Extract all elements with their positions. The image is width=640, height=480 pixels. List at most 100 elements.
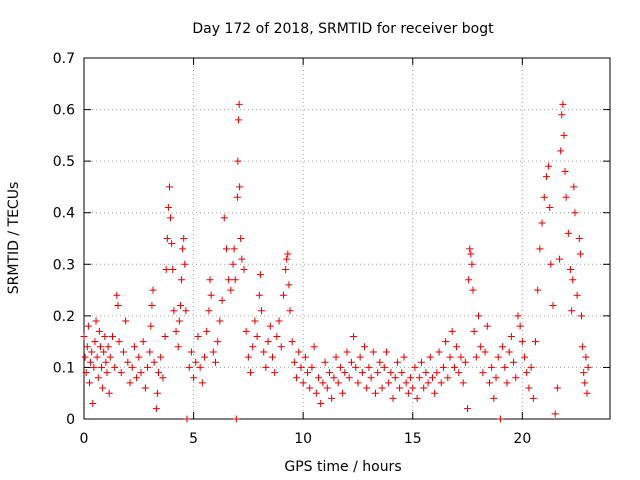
x-tick-label: 10 [294,431,312,447]
data-point [437,379,445,387]
data-point [231,276,239,284]
y-tick-label: 0.7 [53,51,75,67]
data-point [350,332,358,340]
data-point [275,317,283,325]
data-point [111,363,119,371]
data-point [361,343,369,351]
data-point [424,379,432,387]
data-point [319,379,327,387]
data-point [165,183,173,191]
data-point [92,317,100,325]
data-point [534,286,542,294]
data-point [581,379,589,387]
data-point [214,338,222,346]
data-point [343,348,351,356]
data-point [106,353,114,361]
data-point [234,157,242,165]
data-point [501,363,509,371]
data-point [510,358,518,366]
data-point [378,384,386,392]
data-point [446,353,454,361]
data-point [518,338,526,346]
data-point [196,363,204,371]
data-point [114,302,122,310]
data-point [297,363,305,371]
data-point [545,162,553,170]
data-point [582,353,590,361]
data-point [253,332,261,340]
data-point [175,317,183,325]
data-point [540,193,548,201]
data-point [422,369,430,377]
data-point [262,363,270,371]
data-point [420,384,428,392]
data-point [271,369,279,377]
data-point [546,204,554,212]
data-point [290,358,298,366]
data-point [354,379,362,387]
data-point [95,327,103,335]
data-point [325,369,333,377]
data-point [147,322,155,330]
data-point [428,374,436,382]
data-point [230,245,238,253]
data-point [304,369,312,377]
plot-frame [83,57,611,420]
data-point [172,327,180,335]
data-point [83,343,91,351]
data-point [556,255,564,263]
data-point [149,286,157,294]
x-tick-label: 15 [404,431,422,447]
data-point [249,343,257,351]
data-point [89,400,97,408]
data-point [306,384,314,392]
data-point [358,369,366,377]
data-point [90,363,98,371]
data-point [573,291,581,299]
data-point [203,327,211,335]
data-point [341,369,349,377]
data-point [212,358,219,366]
data-point [467,250,475,258]
data-point [464,405,472,413]
data-point [323,384,331,392]
data-point [256,271,264,279]
data-point [178,276,186,284]
data-point [91,338,99,346]
data-point [347,358,355,366]
data-point [385,379,393,387]
data-point [380,363,388,371]
data-point [104,343,112,351]
data-point [371,389,379,397]
data-point [507,332,515,340]
data-point [201,353,209,361]
data-point [538,219,546,227]
data-point [255,291,263,299]
data-point [244,353,252,361]
data-point [308,363,316,371]
data-point [240,265,248,273]
data-point [389,394,397,402]
data-point [198,379,206,387]
data-point [155,369,163,377]
data-point [135,353,143,361]
data-point [576,250,584,258]
data-point [105,389,113,397]
data-point [485,379,493,387]
data-point [374,369,382,377]
data-point [334,379,342,387]
data-point [284,250,292,258]
data-point [113,291,121,299]
data-point [187,348,195,356]
data-point [299,379,307,387]
data-point [96,343,104,351]
data-point [396,384,404,392]
data-point [266,322,274,330]
data-point [433,369,441,377]
data-point [130,343,138,351]
data-point [413,394,421,402]
data-point [492,374,500,382]
data-point [162,265,170,273]
data-point [494,353,502,361]
